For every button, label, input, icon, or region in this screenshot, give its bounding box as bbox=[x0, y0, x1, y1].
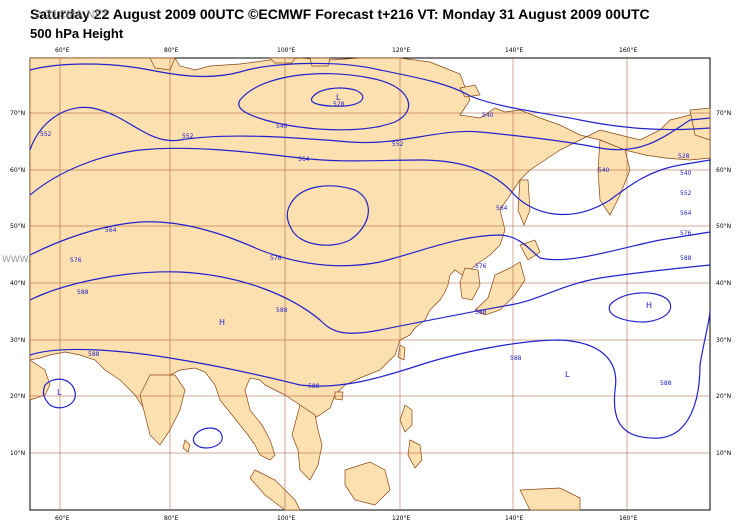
lat-label: 70°N bbox=[716, 110, 731, 117]
contour-528 bbox=[310, 87, 364, 107]
contour-label: 528 bbox=[678, 153, 690, 160]
longitude-labels: 60°E 80°E 100°E 120°E 140°E 160°E 60°E 8… bbox=[55, 47, 637, 522]
lon-label: 60°E bbox=[55, 515, 70, 522]
contour-552 bbox=[29, 106, 711, 151]
contour-label: 588 bbox=[680, 255, 692, 262]
lat-label: 30°N bbox=[716, 337, 731, 344]
lat-label: 60°N bbox=[716, 167, 731, 174]
lon-label: 160°E bbox=[619, 47, 637, 54]
lat-label: 30°N bbox=[10, 337, 25, 344]
contour-label: 552 bbox=[680, 190, 692, 197]
contour-label: 576 bbox=[70, 257, 82, 264]
contour-588-south bbox=[29, 309, 711, 439]
contour-label: 552 bbox=[392, 141, 404, 148]
lon-label: 120°E bbox=[392, 47, 410, 54]
lat-label: 60°N bbox=[10, 167, 25, 174]
contour-564-loop bbox=[286, 185, 369, 246]
lon-label: 120°E bbox=[392, 515, 410, 522]
contour-540-loop bbox=[238, 73, 410, 131]
lat-lon-grid bbox=[30, 58, 710, 510]
lat-label: 50°N bbox=[10, 223, 25, 230]
contour-label: 588 bbox=[660, 380, 672, 387]
contour-label: 552 bbox=[182, 133, 194, 140]
contour-low-west bbox=[42, 378, 76, 409]
contour-label: 528 bbox=[333, 101, 345, 108]
lon-label: 100°E bbox=[277, 515, 295, 522]
lat-label: 70°N bbox=[10, 110, 25, 117]
contour-label: 564 bbox=[298, 156, 310, 163]
contour-label: 564 bbox=[680, 210, 692, 217]
pressure-center-low: L bbox=[336, 93, 341, 102]
lat-label: 20°N bbox=[10, 393, 25, 400]
contour-label: 576 bbox=[270, 255, 282, 262]
contour-label: 540 bbox=[680, 170, 692, 177]
contour-label: 588 bbox=[77, 289, 89, 296]
contour-label: 540 bbox=[482, 112, 494, 119]
lon-label: 60°E bbox=[55, 47, 70, 54]
lon-label: 80°E bbox=[164, 515, 179, 522]
pressure-centers: L H H L L bbox=[57, 93, 652, 397]
contour-label: 540 bbox=[276, 123, 288, 130]
contour-label: 564 bbox=[496, 205, 508, 212]
lon-label: 140°E bbox=[505, 515, 523, 522]
contour-576 bbox=[29, 221, 711, 267]
lon-label: 140°E bbox=[505, 47, 523, 54]
map-subtitle: 500 hPa Height bbox=[30, 26, 124, 41]
height-contours bbox=[29, 62, 711, 449]
lon-label: 80°E bbox=[164, 47, 179, 54]
lat-label: 10°N bbox=[10, 450, 25, 457]
contour-label: 588 bbox=[475, 309, 487, 316]
lat-label: 20°N bbox=[716, 393, 731, 400]
contour-588-high bbox=[608, 292, 672, 323]
contour-label: 588 bbox=[308, 383, 320, 390]
contour-564 bbox=[29, 147, 711, 215]
map-title: Saturday 22 August 2009 00UTC ©ECMWF For… bbox=[30, 6, 650, 22]
contour-label: 564 bbox=[105, 227, 117, 234]
land-layer bbox=[29, 57, 711, 511]
contour-label: 588 bbox=[510, 355, 522, 362]
contour-low-bay bbox=[192, 427, 223, 449]
latitude-labels: 70°N 60°N 50°N 40°N 30°N 20°N 10°N 70°N … bbox=[10, 110, 731, 457]
lat-label: 40°N bbox=[10, 280, 25, 287]
pressure-center-high: H bbox=[646, 301, 652, 310]
lat-label: 10°N bbox=[716, 450, 731, 457]
lon-label: 160°E bbox=[619, 515, 637, 522]
contour-540 bbox=[29, 62, 711, 131]
contour-label: 576 bbox=[475, 263, 487, 270]
lat-label: 50°N bbox=[716, 223, 731, 230]
pressure-center-low: L bbox=[565, 370, 570, 379]
contour-label: 588 bbox=[276, 307, 288, 314]
contour-labels: 528 540 540 552 552 564 564 576 576 576 … bbox=[40, 101, 692, 390]
contour-label: 588 bbox=[88, 351, 100, 358]
watermark: 2.21CMA.NET bbox=[34, 8, 109, 21]
lat-label: 40°N bbox=[716, 280, 731, 287]
contour-label: 552 bbox=[40, 131, 52, 138]
contour-label: 540 bbox=[598, 167, 610, 174]
contour-588-north bbox=[29, 264, 711, 334]
pressure-center-low: L bbox=[57, 388, 62, 397]
contour-label: 576 bbox=[680, 230, 692, 237]
lon-label: 100°E bbox=[277, 47, 295, 54]
pressure-center-high: H bbox=[219, 318, 225, 327]
